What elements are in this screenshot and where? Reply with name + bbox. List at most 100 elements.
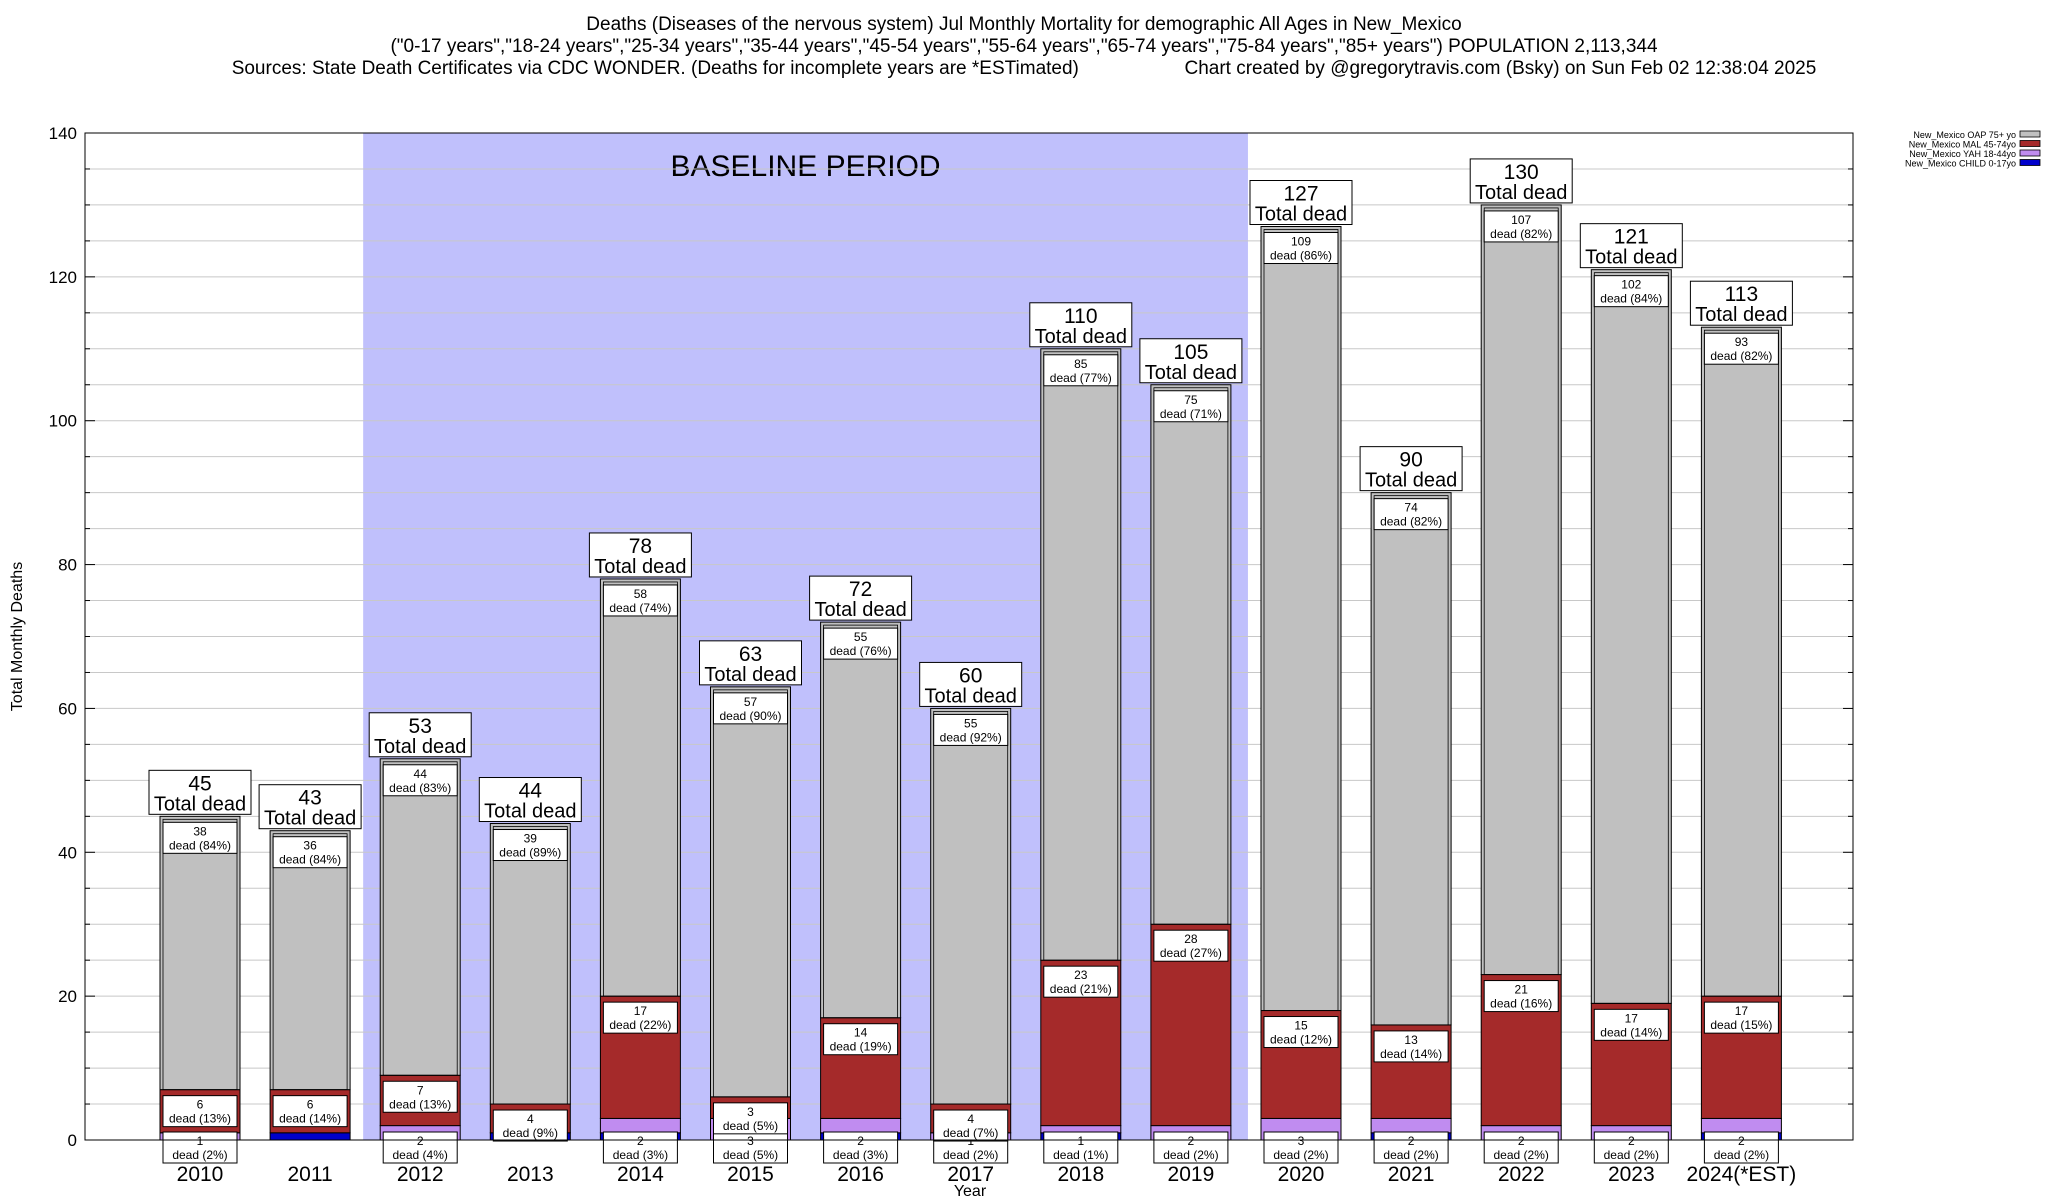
- total-label-box: [809, 575, 913, 621]
- total-label-value: 72: [849, 578, 872, 601]
- segment-label-pct: dead (27%): [1160, 946, 1222, 960]
- total-label-value: 43: [298, 787, 321, 810]
- segment-label-pct: dead (4%): [393, 1148, 448, 1162]
- segment-label-pct: dead (84%): [1600, 292, 1662, 306]
- total-label-value: 63: [739, 643, 762, 666]
- total-label-text: Total dead: [1035, 326, 1127, 348]
- x-tick-label: 2024(*EST): [1687, 1163, 1797, 1186]
- bar-segment: [599, 1117, 681, 1134]
- credit-text: Chart created by @gregorytravis.com (Bsk…: [1184, 58, 1817, 79]
- bar-segment: [930, 707, 1012, 1105]
- total-label-box: [478, 777, 582, 823]
- segment-label-count: 6: [197, 1098, 204, 1112]
- total-label-value: 44: [519, 780, 543, 803]
- segment-label-box: [713, 1131, 788, 1164]
- segment-label-box: [1153, 929, 1229, 962]
- segment-label-count: 3: [1298, 1134, 1305, 1148]
- x-axis-title: Year: [954, 1183, 987, 1200]
- y-tick-label: 0: [68, 1131, 77, 1150]
- y-tick-label: 120: [49, 268, 77, 287]
- bar-segment: [820, 621, 902, 1019]
- segment-label-box: [1263, 1131, 1339, 1164]
- x-tick-label: 2020: [1278, 1163, 1325, 1186]
- total-label-box: [1469, 158, 1573, 204]
- segment-label-pct: dead (22%): [609, 1018, 671, 1032]
- segment-label-pct: dead (77%): [1050, 371, 1112, 385]
- total-label-value: 130: [1504, 161, 1539, 184]
- bar-segment: [1700, 326, 1782, 997]
- total-label-text: Total dead: [704, 664, 796, 686]
- segment-label-box: [382, 1080, 458, 1113]
- segment-label-pct: dead (86%): [1270, 249, 1332, 263]
- bar-segment-inner-border: [1593, 272, 1669, 1004]
- bar-segment: [710, 686, 791, 1098]
- segment-label-pct: dead (13%): [169, 1112, 231, 1126]
- axes: 0 20 40 60 80 100 120 140 2010 2011 2012 2013 2014 20…: [9, 124, 1854, 1200]
- total-label-text: Total dead: [1145, 362, 1237, 384]
- segment-label-count: 28: [1184, 932, 1198, 946]
- x-tick-label: 2018: [1057, 1163, 1104, 1186]
- segment-label-box: [382, 764, 458, 797]
- bar-segment: [1040, 348, 1122, 961]
- segment-label-pct: dead (14%): [1600, 1025, 1662, 1039]
- segment-label-pct: dead (3%): [833, 1148, 888, 1162]
- bar-segment-inner-border: [823, 624, 898, 1019]
- bar-segment: [1370, 1117, 1452, 1134]
- legend-entry-label: New_Mexico MAL 45-74yo: [1909, 140, 2016, 150]
- segment-label-count: 2: [1628, 1134, 1635, 1148]
- bar-segment: [269, 830, 351, 1091]
- y-tick-label: 100: [49, 412, 77, 431]
- segment-label-count: 17: [1625, 1011, 1639, 1025]
- legend-entry-label: New_Mexico YAH 18-44yo: [1909, 149, 2016, 159]
- segment-label-pct: dead (5%): [723, 1119, 778, 1133]
- segment-label-count: 57: [744, 695, 758, 709]
- bar-segment-inner-border: [492, 826, 568, 1105]
- bar-segment-inner-border: [1483, 207, 1559, 975]
- segment-label-count: 14: [854, 1026, 868, 1040]
- segment-label-box: [1043, 354, 1119, 387]
- segment-label-pct: dead (83%): [389, 781, 451, 795]
- segment-label-count: 17: [634, 1004, 648, 1018]
- total-label-box: [1139, 338, 1243, 384]
- segment-label-pct: dead (84%): [279, 853, 341, 867]
- segment-label-box: [382, 1131, 458, 1164]
- segment-label-box: [602, 584, 678, 617]
- segment-label-count: 6: [307, 1098, 314, 1112]
- bar-segment: [820, 1117, 902, 1134]
- y-tick-label: 80: [58, 556, 77, 575]
- segment-label-pct: dead (9%): [503, 1126, 558, 1140]
- x-tick-label: 2010: [177, 1163, 224, 1186]
- segment-label-count: 85: [1074, 357, 1088, 371]
- bar-segment-inner-border: [1263, 229, 1339, 1011]
- segment-label-box: [1483, 980, 1559, 1013]
- legend-swatch: [2019, 159, 2041, 166]
- segment-label-box: [1483, 1131, 1559, 1164]
- segment-label-count: 2: [637, 1134, 644, 1148]
- segment-label-count: 93: [1735, 335, 1749, 349]
- segment-label-count: 4: [527, 1112, 534, 1126]
- segment-label-box: [823, 1131, 899, 1164]
- segment-label-pct: dead (2%): [1494, 1148, 1549, 1162]
- segment-label-box: [162, 1095, 238, 1128]
- total-label-box: [148, 769, 252, 815]
- segment-label-pct: dead (76%): [830, 644, 892, 658]
- x-tick-label: 2023: [1608, 1163, 1655, 1186]
- legend-entry-label: New_Mexico OAP 75+ yo: [1913, 130, 2016, 140]
- y-tick-label: 60: [58, 699, 77, 718]
- segment-label-count: 1: [1077, 1134, 1084, 1148]
- segment-label-box: [933, 713, 1009, 746]
- total-label-text: Total dead: [264, 808, 356, 830]
- total-label-value: 78: [629, 535, 652, 558]
- x-tick-label: 2017: [947, 1163, 994, 1186]
- segment-label-pct: dead (74%): [609, 601, 671, 615]
- segment-label-box: [1373, 498, 1449, 531]
- segment-label-count: 2: [1518, 1134, 1525, 1148]
- bar-segment-inner-border: [272, 833, 348, 1091]
- segment-label-count: 17: [1735, 1004, 1749, 1018]
- bar-segment-inner-border: [1043, 351, 1119, 961]
- segment-label-pct: dead (13%): [389, 1097, 451, 1111]
- total-label-text: Total dead: [154, 793, 246, 815]
- segment-label-pct: dead (82%): [1380, 515, 1442, 529]
- segment-label-count: 13: [1404, 1033, 1418, 1047]
- x-tick-label: 2015: [727, 1163, 774, 1186]
